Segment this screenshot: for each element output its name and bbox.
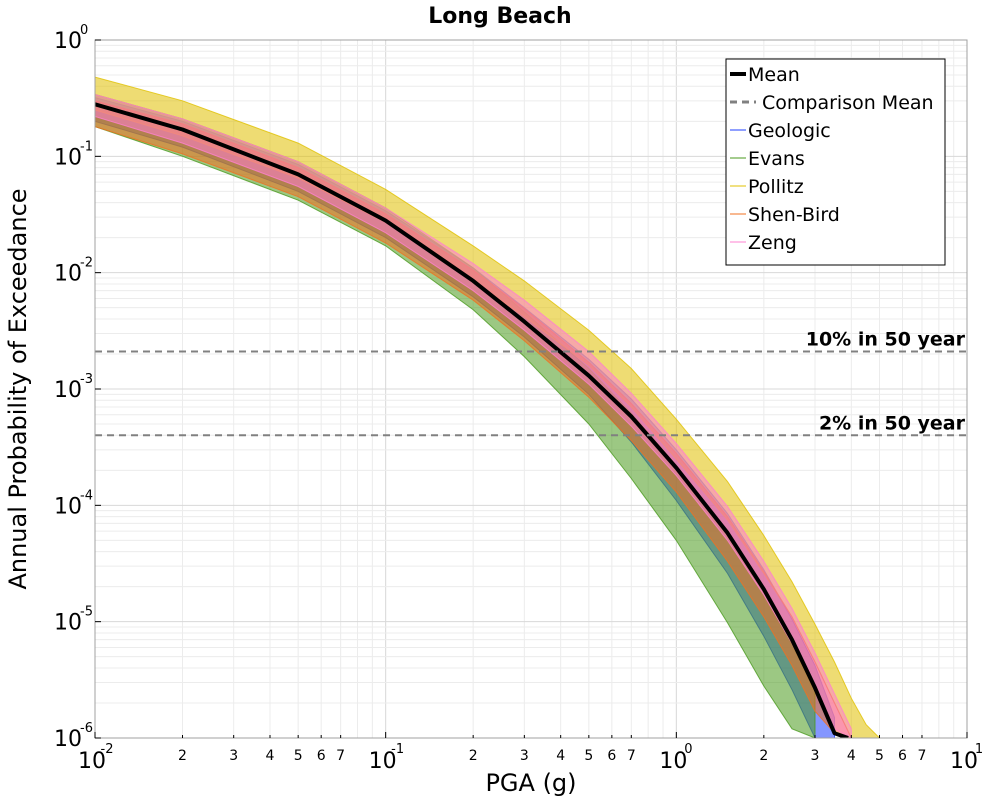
y-tick-exponent: -1 [80,139,93,154]
x-axis-label: PGA (g) [485,769,576,797]
legend-label: Zeng [748,232,797,254]
legend-label: Shen-Bird [748,204,840,226]
x-minor-tick-label: 5 [875,748,884,764]
mean-layer [95,102,849,738]
x-minor-tick-label: 4 [556,748,565,764]
y-tick-label: 10 [54,611,82,636]
x-tick-exponent: 1 [975,742,983,757]
x-minor-tick-label: 2 [469,748,478,764]
x-minor-tick-label: 5 [294,748,303,764]
x-tick-exponent: -2 [101,742,114,757]
y-tick-label: 10 [54,494,82,519]
reference-lines: 10% in 50 year 2% in 50 year [95,329,967,437]
x-tick-label: 10 [78,749,106,774]
y-axis-label: Annual Probability of Exceedance [4,188,32,589]
y-tick-label: 10 [54,29,82,54]
x-minor-tick-label: 7 [336,748,345,764]
legend-label: Geologic [748,120,831,142]
legend-label: Pollitz [748,176,804,198]
x-tick-exponent: -1 [391,742,404,757]
x-tick-label: 10 [369,749,397,774]
x-minor-tick-label: 7 [627,748,636,764]
x-minor-tick-label: 4 [266,748,275,764]
y-tick-label: 10 [54,262,82,287]
y-tick-label: 10 [54,145,82,170]
x-minor-tick-label: 2 [178,748,187,764]
x-minor-tick-label: 6 [607,748,616,764]
y-tick-exponent: 0 [80,23,88,38]
x-minor-tick-label: 2 [759,748,768,764]
chart-title: Long Beach [428,4,571,29]
y-tick-exponent: -5 [80,605,93,620]
x-minor-tick-label: 5 [584,748,593,764]
legend-label: Mean [748,64,800,86]
y-tick-exponent: -4 [80,488,93,503]
band-zeng [95,93,852,738]
x-minor-tick-label: 4 [847,748,856,764]
reference-label-0: 10% in 50 year [806,329,966,351]
y-tick-label: 10 [54,727,82,752]
y-tick-exponent: -3 [80,372,93,387]
legend-label: Evans [748,148,805,170]
legend: Mean Comparison Mean Geologic Evans Pollitz S… [725,58,946,266]
x-tick-exponent: 0 [684,742,692,757]
x-minor-tick-label: 7 [918,748,927,764]
y-tick-exponent: -6 [80,721,93,736]
y-tick-exponent: -2 [80,256,93,271]
x-tick-label: 10 [659,749,687,774]
x-minor-tick-label: 6 [317,748,326,764]
x-minor-tick-label: 3 [229,748,238,764]
x-minor-tick-label: 3 [520,748,529,764]
x-tick-label: 10 [950,749,978,774]
x-minor-tick-label: 3 [811,748,820,764]
x-minor-tick-label: 6 [898,748,907,764]
legend-box [725,58,946,266]
legend-label: Comparison Mean [762,92,934,114]
reference-label-1: 2% in 50 year [819,412,966,434]
y-tick-label: 10 [54,378,82,403]
series-line-mean [95,102,849,738]
